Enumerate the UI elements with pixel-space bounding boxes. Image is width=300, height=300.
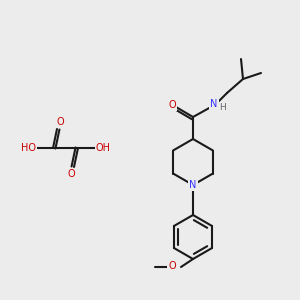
- Text: N: N: [210, 99, 218, 109]
- Text: O: O: [56, 117, 64, 127]
- Text: N: N: [189, 180, 197, 190]
- Text: OH: OH: [95, 143, 110, 153]
- Text: O: O: [168, 100, 176, 110]
- Text: H: H: [219, 103, 225, 112]
- Text: HO: HO: [22, 143, 37, 153]
- Text: O: O: [67, 169, 75, 179]
- Text: O: O: [168, 261, 176, 271]
